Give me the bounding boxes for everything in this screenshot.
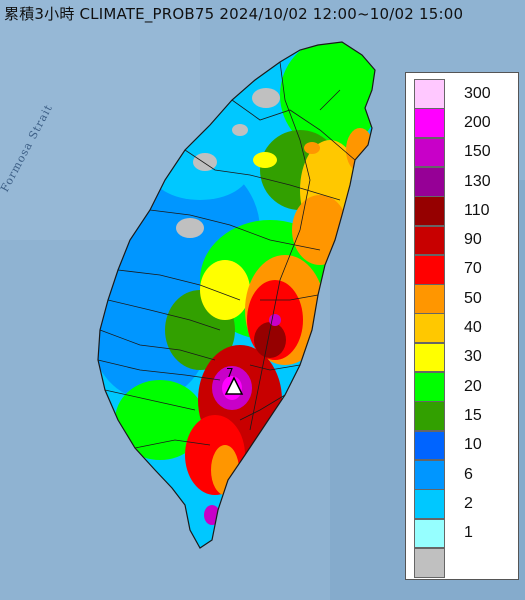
legend-swatch [414,225,445,256]
legend-label: 20 [464,377,482,395]
legend-swatch [414,79,445,109]
legend-swatch [414,430,445,461]
legend-label: 40 [464,319,482,337]
legend-swatch [414,284,445,314]
legend-swatch [414,196,445,226]
legend-label: 2 [464,494,473,512]
legend-label: 300 [464,84,491,102]
legend-label: 30 [464,348,482,366]
legend-swatch [414,313,445,344]
legend-label: 90 [464,231,482,249]
island-outline [97,41,376,549]
legend-label: 70 [464,260,482,278]
legend-label: 50 [464,289,482,307]
legend-swatch [414,137,445,168]
legend-label: 10 [464,436,482,454]
legend-swatch [414,518,445,549]
legend-label: 200 [464,113,491,131]
legend-swatch [414,166,445,197]
legend-label: 150 [464,143,491,161]
legend-swatch [414,489,445,519]
map-title: 累積3小時 CLIMATE_PROB75 2024/10/02 12:00~10… [4,5,464,23]
legend-label: 130 [464,172,491,190]
legend-swatch [414,342,445,373]
legend-swatch [414,401,445,432]
peak-marker-icon: 7 [224,366,244,395]
legend-swatch [414,372,445,402]
legend-swatch [414,547,445,578]
legend-label: 15 [464,406,482,424]
legend-swatch [414,459,445,490]
county-borders [97,61,356,449]
legend-label: 1 [464,524,473,542]
legend-label: 6 [464,465,473,483]
legend-label: 110 [464,201,490,219]
legend: 300 200 150 130 110 90 70 50 40 30 20 15 10 6 2 1 [405,72,519,580]
legend-swatch [414,254,445,285]
svg-text:7: 7 [226,366,234,380]
legend-swatch [414,108,445,139]
